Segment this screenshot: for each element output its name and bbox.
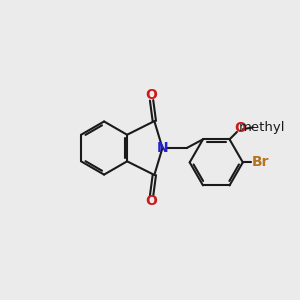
Text: O: O <box>146 194 158 208</box>
Text: O: O <box>146 88 158 102</box>
Text: N: N <box>157 141 168 155</box>
Text: methyl: methyl <box>238 121 285 134</box>
Text: Br: Br <box>252 155 269 170</box>
Text: O: O <box>235 121 247 135</box>
